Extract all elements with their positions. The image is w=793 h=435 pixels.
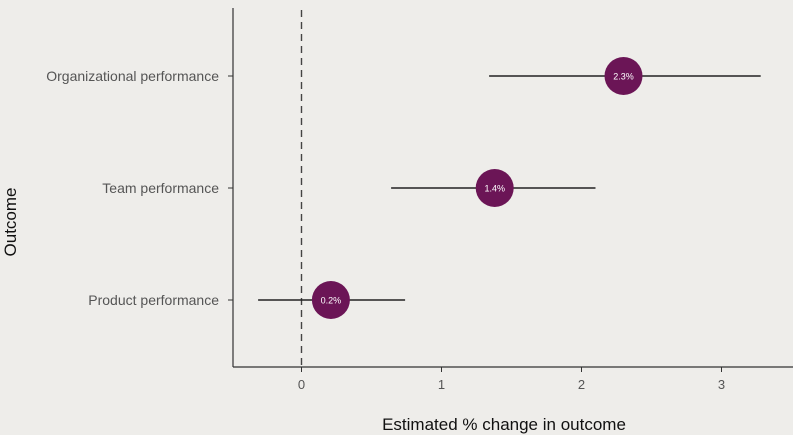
category-label: Organizational performance [46, 68, 219, 84]
x-axis-title: Estimated % change in outcome [382, 415, 626, 434]
category-label: Team performance [102, 180, 219, 196]
x-tick-label: 3 [718, 377, 725, 392]
estimate-label: 2.3% [613, 72, 634, 82]
y-axis-title: Outcome [1, 188, 20, 257]
y-ticks: Organizational performance Team performan… [46, 68, 233, 308]
category-label: Product performance [88, 292, 219, 308]
x-tick-label: 2 [578, 377, 585, 392]
estimate-point [311, 281, 350, 319]
x-tick-label: 0 [298, 377, 305, 392]
points: 2.3% 1.4% 0.2% [311, 57, 643, 319]
x-ticks: 0 1 2 3 [298, 367, 725, 392]
estimate-label: 1.4% [484, 184, 505, 194]
estimate-label: 0.2% [321, 296, 342, 306]
estimate-point [604, 57, 643, 95]
x-tick-label: 1 [438, 377, 445, 392]
estimate-point [475, 169, 514, 207]
